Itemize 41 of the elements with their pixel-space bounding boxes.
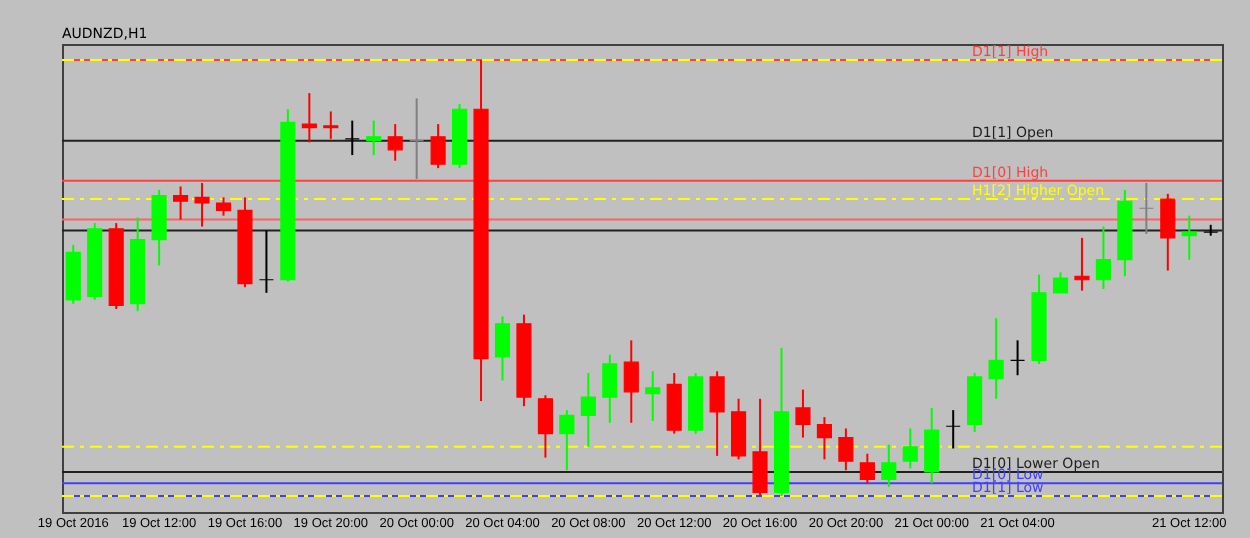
candlestick (301, 92, 317, 144)
candlestick (945, 409, 961, 450)
candlestick (537, 394, 553, 459)
candlestick (1074, 236, 1090, 292)
candlestick (623, 339, 639, 424)
candlestick (1095, 225, 1111, 290)
candlestick (1052, 271, 1069, 294)
candlestick (430, 123, 446, 170)
candlestick (1203, 223, 1219, 237)
candlestick (924, 406, 940, 485)
candlestick (258, 229, 274, 294)
candlestick (366, 119, 382, 157)
candlestick (387, 123, 403, 162)
candlestick (838, 427, 854, 472)
candlestick (559, 409, 575, 472)
candlestick (323, 110, 339, 140)
candlestick (816, 416, 832, 461)
candlestick (344, 119, 360, 157)
candlestick (902, 427, 918, 470)
candlestick (795, 388, 811, 439)
candlestick (1010, 339, 1026, 377)
candlestick (173, 185, 189, 221)
candlestick (967, 372, 983, 433)
candlestick (752, 397, 768, 497)
candlestick (65, 243, 81, 305)
candlestick (709, 370, 725, 457)
candlestick (1160, 192, 1176, 272)
candlestick (194, 181, 210, 228)
candlestick (859, 452, 875, 485)
candlestick (1138, 181, 1154, 235)
candlestick (602, 353, 618, 424)
candlestick (666, 372, 682, 435)
candlestick (645, 370, 661, 423)
candlestick (881, 443, 897, 488)
candlestick (580, 372, 596, 448)
candlestick (409, 97, 425, 181)
candlestick (215, 196, 232, 217)
candlestick (731, 397, 747, 461)
candlestick (988, 317, 1004, 400)
candlestick (494, 315, 511, 382)
candlestick (151, 188, 167, 267)
